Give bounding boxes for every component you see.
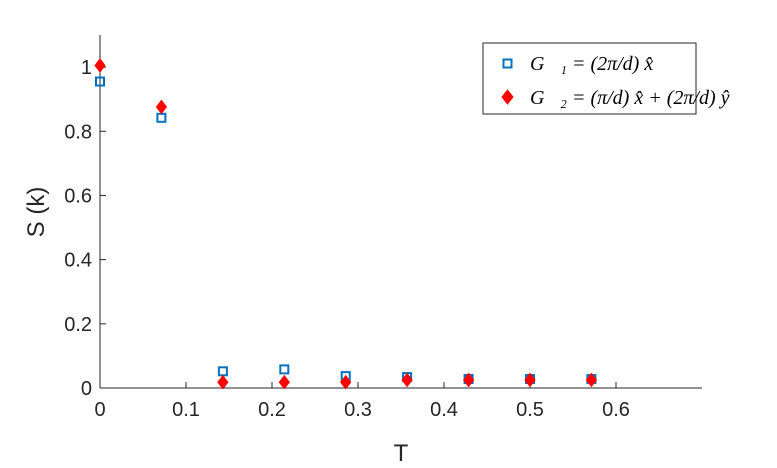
x-tick-label: 0.2 (258, 399, 286, 421)
x-tick-label: 0.1 (172, 399, 200, 421)
x-tick-label: 0.6 (602, 399, 630, 421)
legend: G⃗₁ = (2π/d) x̂ G⃗₂ = (π/d) x̂ + (2π/d) … (482, 42, 730, 115)
data-point-series-2 (217, 374, 229, 390)
data-point-series-2 (585, 372, 598, 388)
x-tick-label: 0 (94, 399, 105, 421)
legend-label-series-1: G⃗₁ = (2π/d) x̂ (530, 53, 653, 75)
legend-marker-series-2 (501, 89, 514, 105)
y-tick-label: 0 (81, 378, 92, 400)
data-point-series-2 (278, 374, 290, 390)
y-tick-label: 1 (81, 57, 92, 79)
x-tick-label: 0.3 (344, 399, 372, 421)
y-tick-label: 0.8 (64, 121, 92, 143)
data-point-series-2 (94, 58, 106, 73)
y-axis-title: S (k) (23, 187, 50, 238)
data-point-series-2 (462, 372, 475, 388)
data-point-series-2 (524, 372, 536, 388)
tick-labels: 0 0.1 0.2 0.3 0.4 0.5 0.6 0 0.2 0.4 0.6 0.8 1 (64, 57, 630, 421)
legend-marker-series-1 (502, 58, 513, 69)
data-point-series-1 (95, 76, 105, 87)
legend-box (482, 42, 697, 115)
data-point-series-1 (279, 364, 290, 375)
data-point-series-2 (155, 99, 168, 115)
data-point-series-2 (401, 372, 413, 388)
x-axis-title: T (394, 440, 409, 467)
data-point-series-2 (340, 374, 352, 390)
axes (99, 35, 702, 389)
x-tick-label: 0.5 (516, 399, 544, 421)
x-tick-label: 0.4 (430, 399, 458, 421)
data-markers (94, 58, 598, 390)
y-tick-label: 0.2 (64, 314, 92, 336)
legend-label-series-2: G⃗₂ = (π/d) x̂ + (2π/d) ŷ (530, 87, 730, 109)
y-tick-label: 0.4 (64, 250, 92, 272)
y-tick-label: 0.6 (64, 185, 92, 207)
